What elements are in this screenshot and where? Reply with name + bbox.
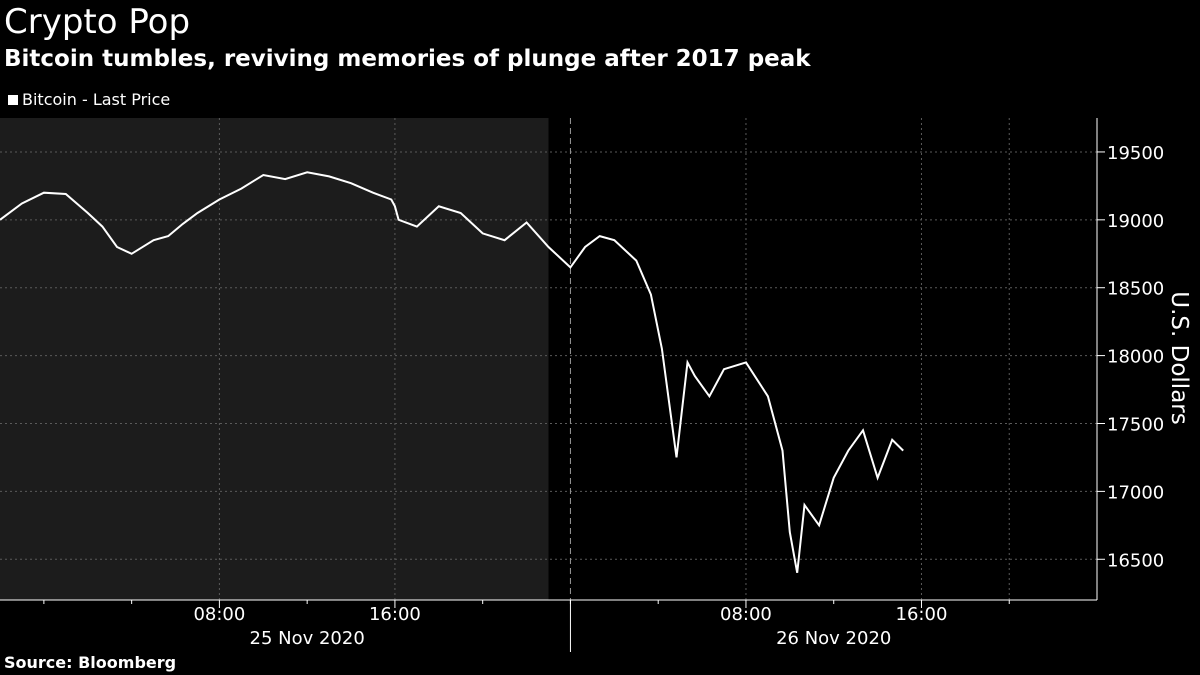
chart-title: Crypto Pop <box>4 2 191 42</box>
x-tick-label: 08:00 <box>720 604 772 625</box>
y-tick-label: 19000 <box>1107 211 1164 232</box>
y-tick-label: 18500 <box>1107 279 1164 300</box>
chart-subtitle: Bitcoin tumbles, reviving memories of pl… <box>4 46 811 72</box>
legend-label: Bitcoin - Last Price <box>22 90 171 109</box>
gridlines <box>0 118 1097 600</box>
y-tick-label: 17000 <box>1107 482 1164 503</box>
chart-legend: Bitcoin - Last Price <box>8 89 170 111</box>
y-tick-label: 16500 <box>1107 550 1164 571</box>
x-tick-label: 08:00 <box>193 604 245 625</box>
x-tick-label: 16:00 <box>896 604 948 625</box>
y-tick-label: 19500 <box>1107 143 1164 164</box>
y-axis-label: U.S. Dollars <box>1166 291 1192 424</box>
bitcoin-price-line <box>0 171 904 573</box>
y-tick-label: 18000 <box>1107 347 1164 368</box>
x-date-label: 26 Nov 2020 <box>776 628 891 649</box>
axes <box>0 118 1105 652</box>
x-tick-label: 16:00 <box>369 604 421 625</box>
tick-labels: 16500 17000 17500 18000 18500 19000 19500 08:00… <box>193 143 1164 649</box>
x-date-label: 25 Nov 2020 <box>250 628 365 649</box>
legend-swatch <box>8 95 18 105</box>
y-tick-label: 17500 <box>1107 414 1164 435</box>
source-note: Source: Bloomberg <box>4 653 177 672</box>
shaded-region <box>0 118 549 600</box>
